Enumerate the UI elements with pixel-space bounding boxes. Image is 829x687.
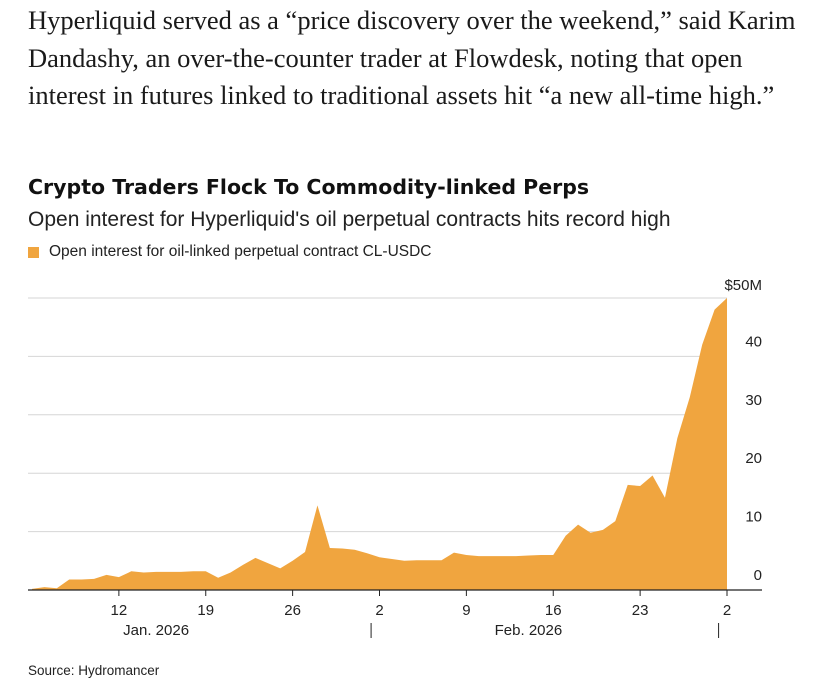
y-tick-label: 30 <box>745 392 762 409</box>
y-tick-label: 10 <box>745 509 762 526</box>
legend-swatch-icon <box>28 246 39 258</box>
x-tick-label: 26 <box>284 602 301 619</box>
article-paragraph: Hyperliquid served as a “price discovery… <box>28 5 796 110</box>
x-tick-label: 9 <box>462 602 470 619</box>
x-tick-label: 19 <box>197 602 214 619</box>
y-tick-label: 20 <box>745 450 762 467</box>
x-tick-label: 12 <box>111 602 128 619</box>
area-chart: 0 10 20 30 40 $50M 12 19 26 2 9 16 23 2 Jan. 2026 Feb. … <box>28 277 762 639</box>
x-tick-label: 2 <box>375 602 383 619</box>
y-tick-label: 40 <box>745 333 762 350</box>
x-tick-label: 2 <box>723 602 731 619</box>
chart-legend: Open interest for oil-linked perpetual c… <box>28 243 432 261</box>
y-tick-label: $50M <box>724 277 762 294</box>
chart-subtitle: Open interest for Hyperliquid's oil perp… <box>28 208 671 231</box>
x-tick-label: 23 <box>632 602 649 619</box>
legend-label: Open interest for oil-linked perpetual c… <box>49 243 432 260</box>
chart-source: Source: Hydromancer <box>28 663 160 678</box>
series-area <box>32 298 727 590</box>
month-label: Jan. 2026 <box>123 622 189 639</box>
month-label: Feb. 2026 <box>495 622 563 639</box>
chart-title: Crypto Traders Flock To Commodity-linked… <box>28 175 590 199</box>
y-tick-label: 0 <box>754 567 762 584</box>
x-tick-label: 16 <box>545 602 562 619</box>
